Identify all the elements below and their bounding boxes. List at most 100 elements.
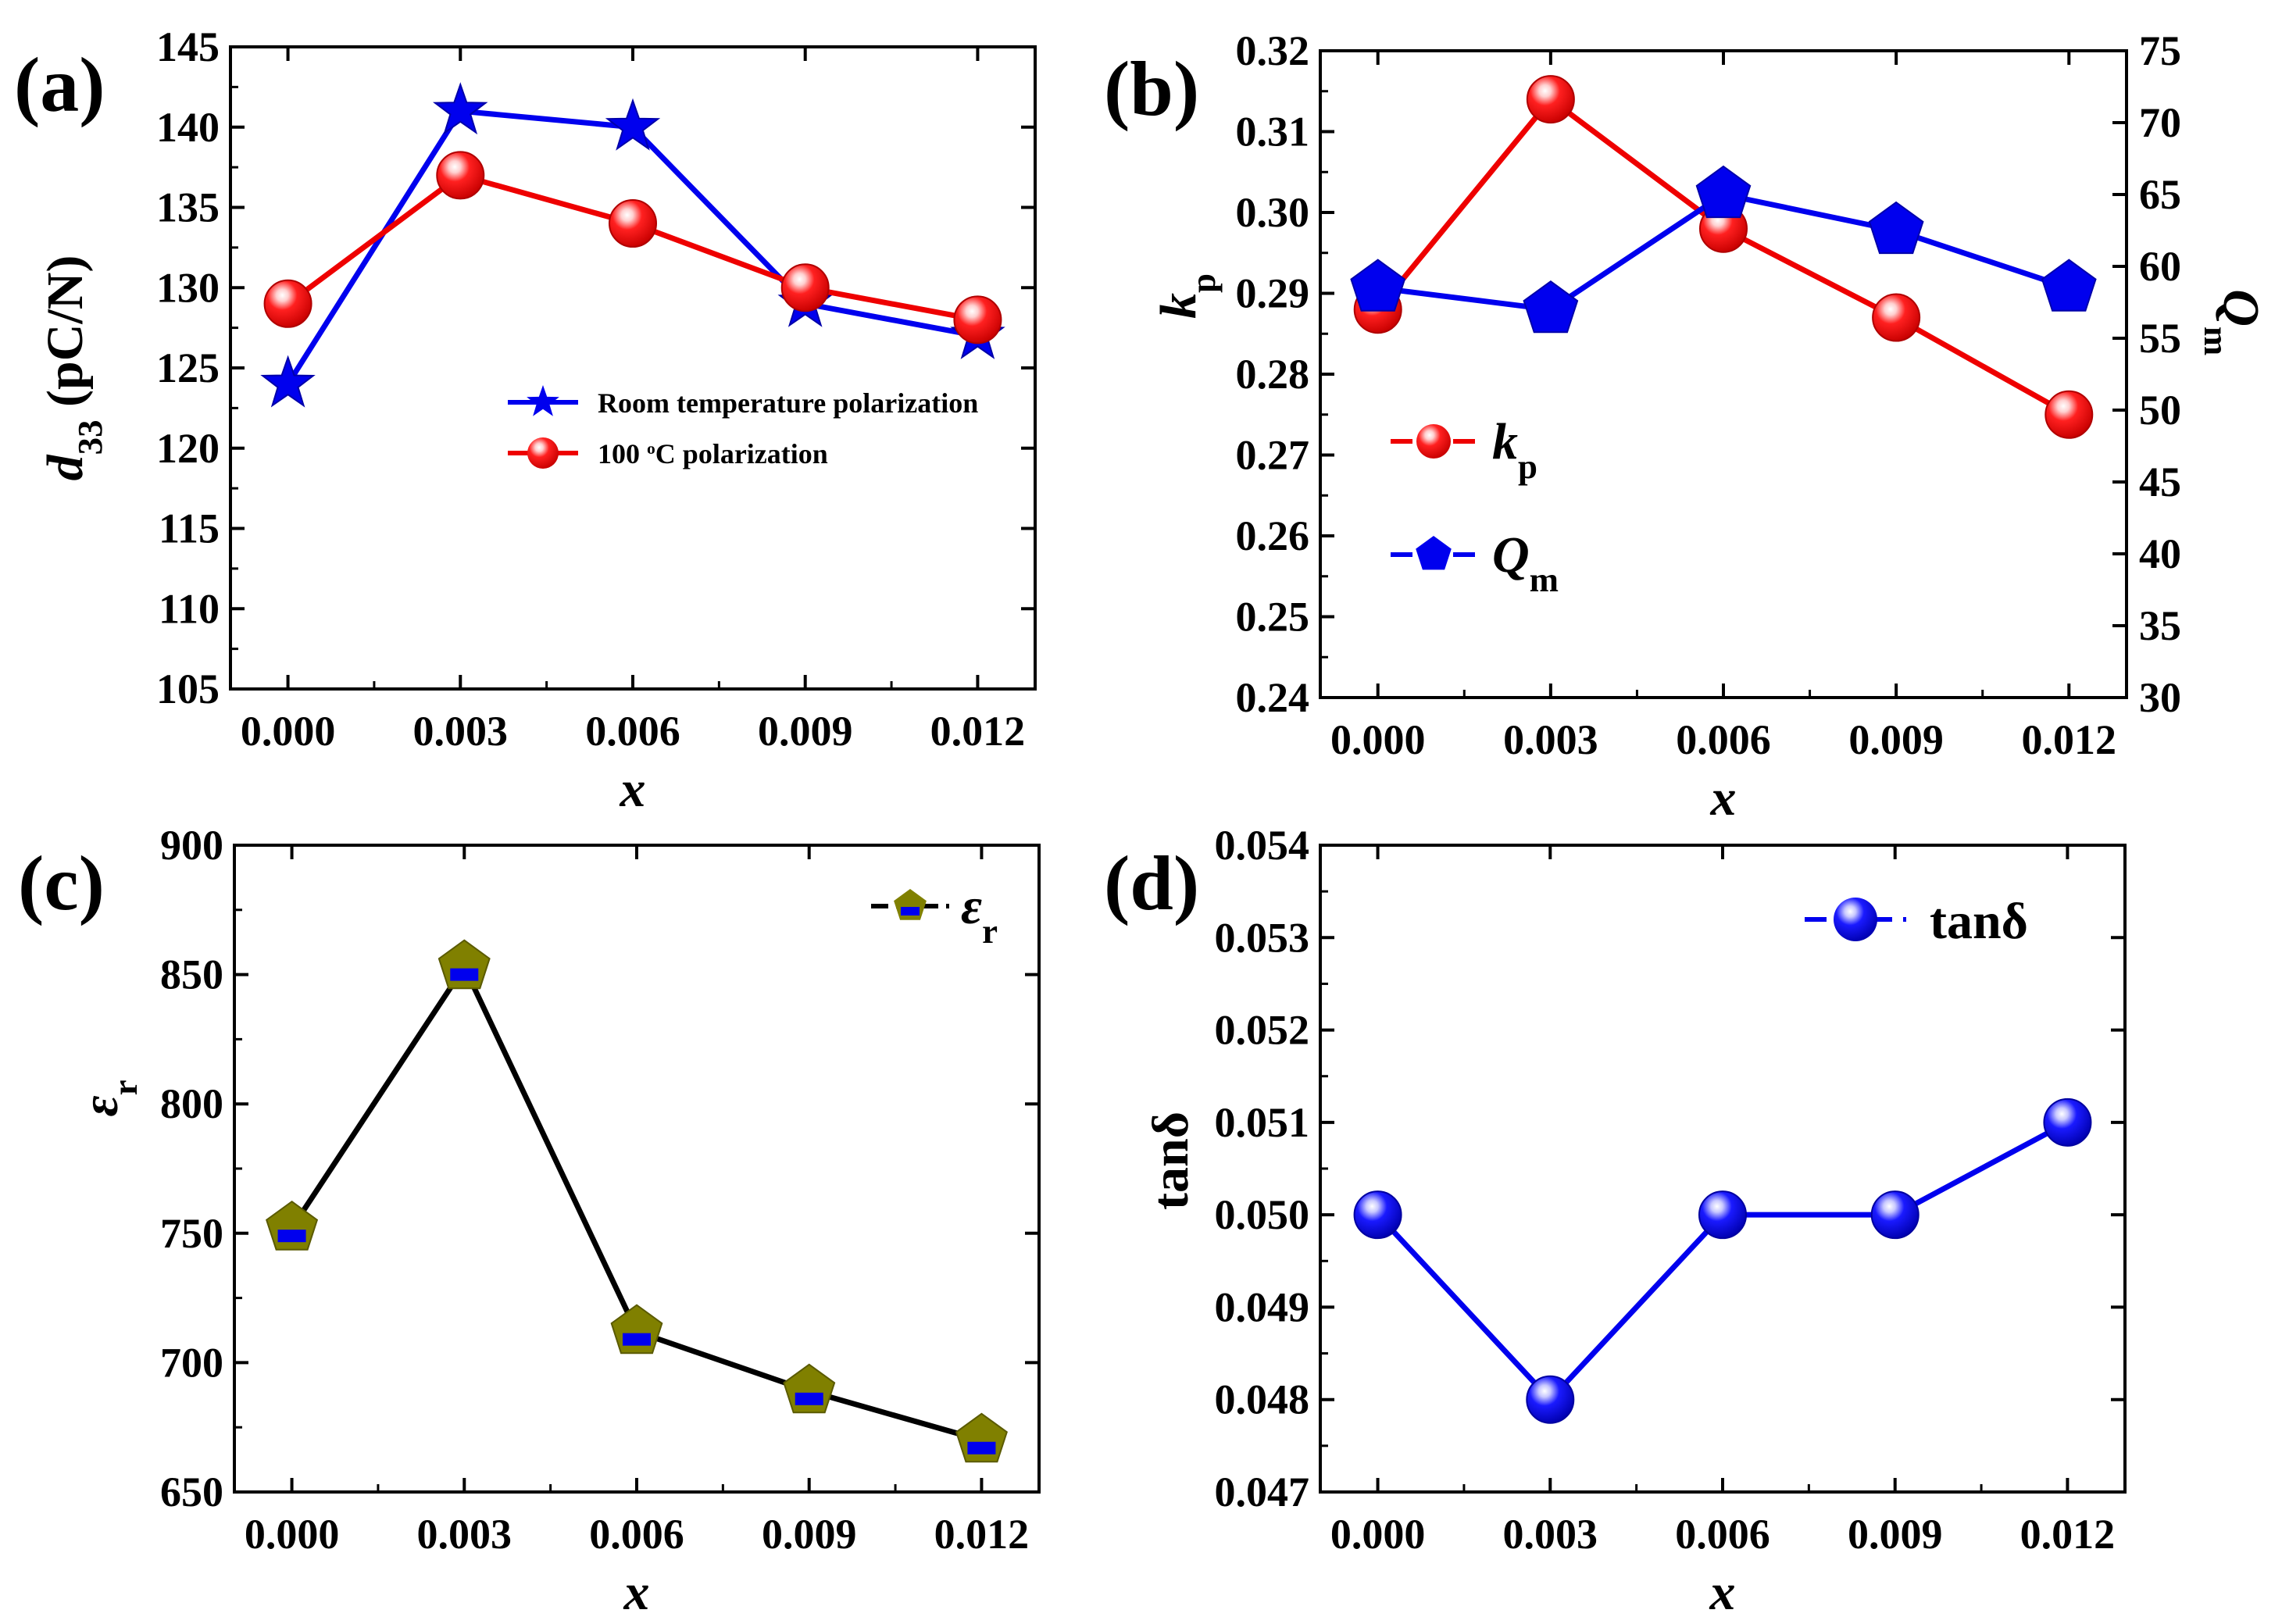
x-axis-title: x — [1710, 769, 1737, 826]
data-point — [436, 151, 485, 200]
y-axis-title: d33 (pC/N) — [37, 255, 109, 481]
x-axis: 0.000 0.003 0.006 0.009 0.012 x — [245, 845, 1029, 1621]
plot-frame — [1319, 49, 2128, 699]
data-point — [605, 98, 661, 151]
data-point — [437, 939, 491, 990]
y-axis-title: kp — [1150, 273, 1223, 319]
x-tick-label: 0.000 — [1330, 1511, 1426, 1558]
x-tick-label: 0.003 — [1503, 716, 1598, 763]
data-point — [783, 1363, 836, 1414]
y-tick-label: 0.051 — [1215, 1099, 1310, 1146]
data-point — [432, 82, 488, 135]
x-tick-label: 0.006 — [1675, 1511, 1770, 1558]
legend-label: Room temperature polarization — [598, 387, 978, 419]
y2-tick-label: 35 — [2139, 602, 2181, 649]
x-tick-label: 0.012 — [2020, 1511, 2116, 1558]
x-tick-label: 0.003 — [417, 1511, 512, 1558]
y2-tick-label: 75 — [2139, 27, 2181, 74]
series-1 — [263, 151, 1002, 344]
x-tick-label: 0.006 — [589, 1511, 684, 1558]
y-tick-label: 850 — [160, 951, 223, 998]
series-line — [1376, 1119, 2070, 1404]
y-tick-label: 0.052 — [1215, 1007, 1310, 1054]
series-0 — [266, 939, 1008, 1463]
y-tick-label: 0.28 — [1236, 351, 1310, 398]
panel-label: (a) — [14, 41, 105, 128]
data-point — [1523, 280, 1579, 334]
y-tick-label: 0.25 — [1236, 594, 1310, 641]
y-axis: 0.24 0.25 0.26 0.27 0.28 0.29 0.30 0.31 0.32 kp — [1150, 27, 1334, 721]
marker-olive-part — [437, 939, 491, 990]
x-tick-label: 0.009 — [758, 708, 853, 755]
series-0 — [1353, 1098, 2092, 1424]
legend: εr — [871, 878, 998, 951]
series-line — [289, 961, 983, 1444]
x-tick-label: 0.012 — [930, 708, 1026, 755]
y-tick-label: 130 — [156, 264, 220, 311]
x-tick-label: 0.003 — [1503, 1511, 1598, 1558]
x-tick-label: 0.009 — [1848, 716, 1944, 763]
y2-tick-label: 40 — [2139, 530, 2181, 577]
y-tick-label: 0.048 — [1215, 1376, 1310, 1423]
legend-label: kp — [1492, 413, 1537, 486]
data-point — [1353, 1190, 1402, 1240]
data-point — [1698, 1190, 1747, 1240]
marker-olive-part — [783, 1363, 836, 1414]
panel-label: (b) — [1104, 45, 1199, 132]
data-point — [1526, 1375, 1575, 1424]
legend-marker — [1416, 536, 1452, 570]
data-point — [263, 279, 312, 328]
legend-label: tanδ — [1930, 893, 2028, 950]
x-axis-title: x — [620, 761, 646, 818]
legend-marker — [527, 385, 559, 416]
legend-marker — [527, 437, 559, 469]
y-tick-label: 0.29 — [1236, 270, 1310, 317]
x-tick-label: 0.000 — [245, 1511, 340, 1558]
data-point — [2043, 1098, 2092, 1147]
y-tick-label: 0.27 — [1236, 432, 1310, 479]
data-point — [1872, 293, 1921, 342]
y-tick-label: 700 — [160, 1339, 223, 1386]
x-tick-label: 0.006 — [1676, 716, 1771, 763]
y-tick-label: 120 — [156, 425, 220, 472]
y-tick-label: 115 — [159, 505, 220, 552]
series-1 — [1350, 165, 2097, 334]
legend-marker — [894, 889, 927, 920]
data-point — [1350, 259, 1406, 312]
data-point — [610, 1304, 663, 1355]
y-tick-label: 0.049 — [1215, 1283, 1310, 1330]
data-point — [609, 199, 657, 248]
y-axis-title: tanδ — [1142, 1112, 1199, 1210]
marker-blue-part — [623, 1333, 651, 1346]
panel-c: 0.000 0.003 0.006 0.009 0.012 x 650 700 750 800 85… — [18, 822, 1041, 1621]
y-tick-label: 900 — [160, 822, 223, 869]
marker-olive-part — [955, 1412, 1008, 1463]
y-tick-label: 125 — [156, 344, 220, 391]
data-point — [953, 295, 1002, 344]
data-point — [1526, 75, 1575, 124]
x-tick-label: 0.000 — [241, 708, 336, 755]
data-point — [2045, 390, 2094, 439]
y2-tick-label: 45 — [2139, 459, 2181, 505]
data-point — [1870, 1190, 1920, 1240]
legend: Room temperature polarization 100 oC pola… — [508, 385, 978, 469]
y2-tick-label: 70 — [2139, 99, 2181, 146]
series-line — [1375, 95, 2071, 417]
legend: kp Qm — [1391, 413, 1559, 599]
plot-frame — [229, 45, 1037, 691]
y2-tick-label: 30 — [2139, 674, 2181, 721]
y-tick-label: 135 — [156, 184, 220, 231]
y2-axis: 30 35 40 45 50 55 60 65 70 75 Qm — [2112, 27, 2270, 721]
marker-blue-part — [901, 907, 920, 916]
y-tick-label: 0.053 — [1215, 914, 1310, 961]
y-tick-label: 800 — [160, 1080, 223, 1127]
legend-label: 100 oC polarization — [598, 438, 828, 469]
x-tick-label: 0.003 — [413, 708, 509, 755]
data-point — [1695, 165, 1752, 219]
data-point — [2041, 259, 2097, 312]
data-point — [260, 355, 316, 408]
y-tick-label: 750 — [160, 1210, 223, 1257]
x-axis: 0.000 0.003 0.006 0.009 0.012 x — [241, 47, 1025, 818]
y-axis: 650 700 750 800 850 900 εr — [72, 822, 1039, 1515]
